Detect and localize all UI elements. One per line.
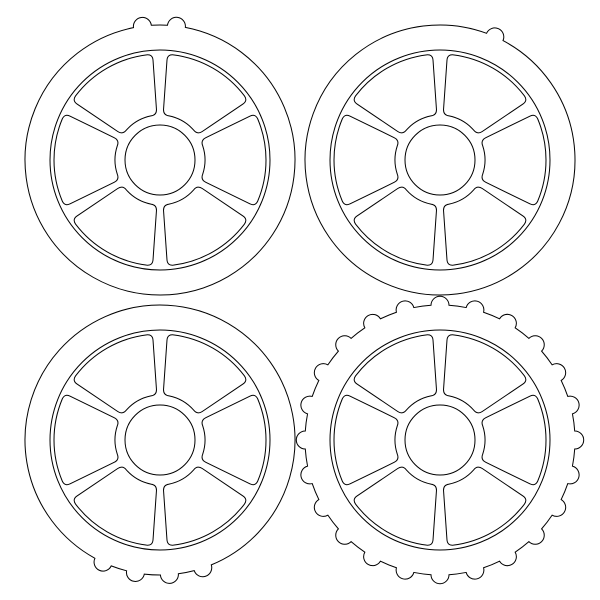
inner-band	[50, 50, 270, 270]
inner-band	[330, 50, 550, 270]
spoke-segment-3	[74, 187, 156, 265]
outer-rim	[25, 305, 295, 583]
spoke-segment-3	[354, 467, 436, 545]
hub	[125, 125, 195, 195]
spoke-segment-6	[164, 55, 246, 133]
spoke-segment-4	[164, 467, 246, 545]
outer-rim	[305, 25, 575, 295]
spoke-segment-2	[334, 115, 398, 204]
hub	[405, 125, 475, 195]
inner-band	[50, 330, 270, 550]
wheel-2	[305, 25, 575, 295]
spoke-segment-1	[354, 55, 436, 133]
wheel-4	[296, 296, 583, 583]
spoke-segment-5	[482, 115, 546, 204]
spoke-segment-3	[74, 467, 156, 545]
outer-rim	[296, 296, 583, 583]
spoke-segment-4	[164, 187, 246, 265]
spoke-segment-1	[74, 335, 156, 413]
spoke-segment-4	[444, 187, 526, 265]
spoke-segment-4	[444, 467, 526, 545]
spoke-segment-2	[54, 395, 118, 484]
hub	[405, 405, 475, 475]
wheel-3	[25, 305, 295, 583]
spoke-segment-5	[202, 395, 266, 484]
spoke-segment-2	[334, 395, 398, 484]
inner-band	[330, 330, 550, 550]
spoke-segment-1	[74, 55, 156, 133]
spoke-segment-1	[354, 335, 436, 413]
spoke-segment-6	[164, 335, 246, 413]
hub	[125, 405, 195, 475]
spoke-segment-2	[54, 115, 118, 204]
spoke-segment-6	[444, 55, 526, 133]
spoke-segment-5	[202, 115, 266, 204]
outer-rim	[25, 17, 295, 295]
diagram-canvas	[0, 0, 600, 600]
spoke-segment-5	[482, 395, 546, 484]
spoke-segment-6	[444, 335, 526, 413]
wheel-1	[25, 17, 295, 295]
spoke-segment-3	[354, 187, 436, 265]
